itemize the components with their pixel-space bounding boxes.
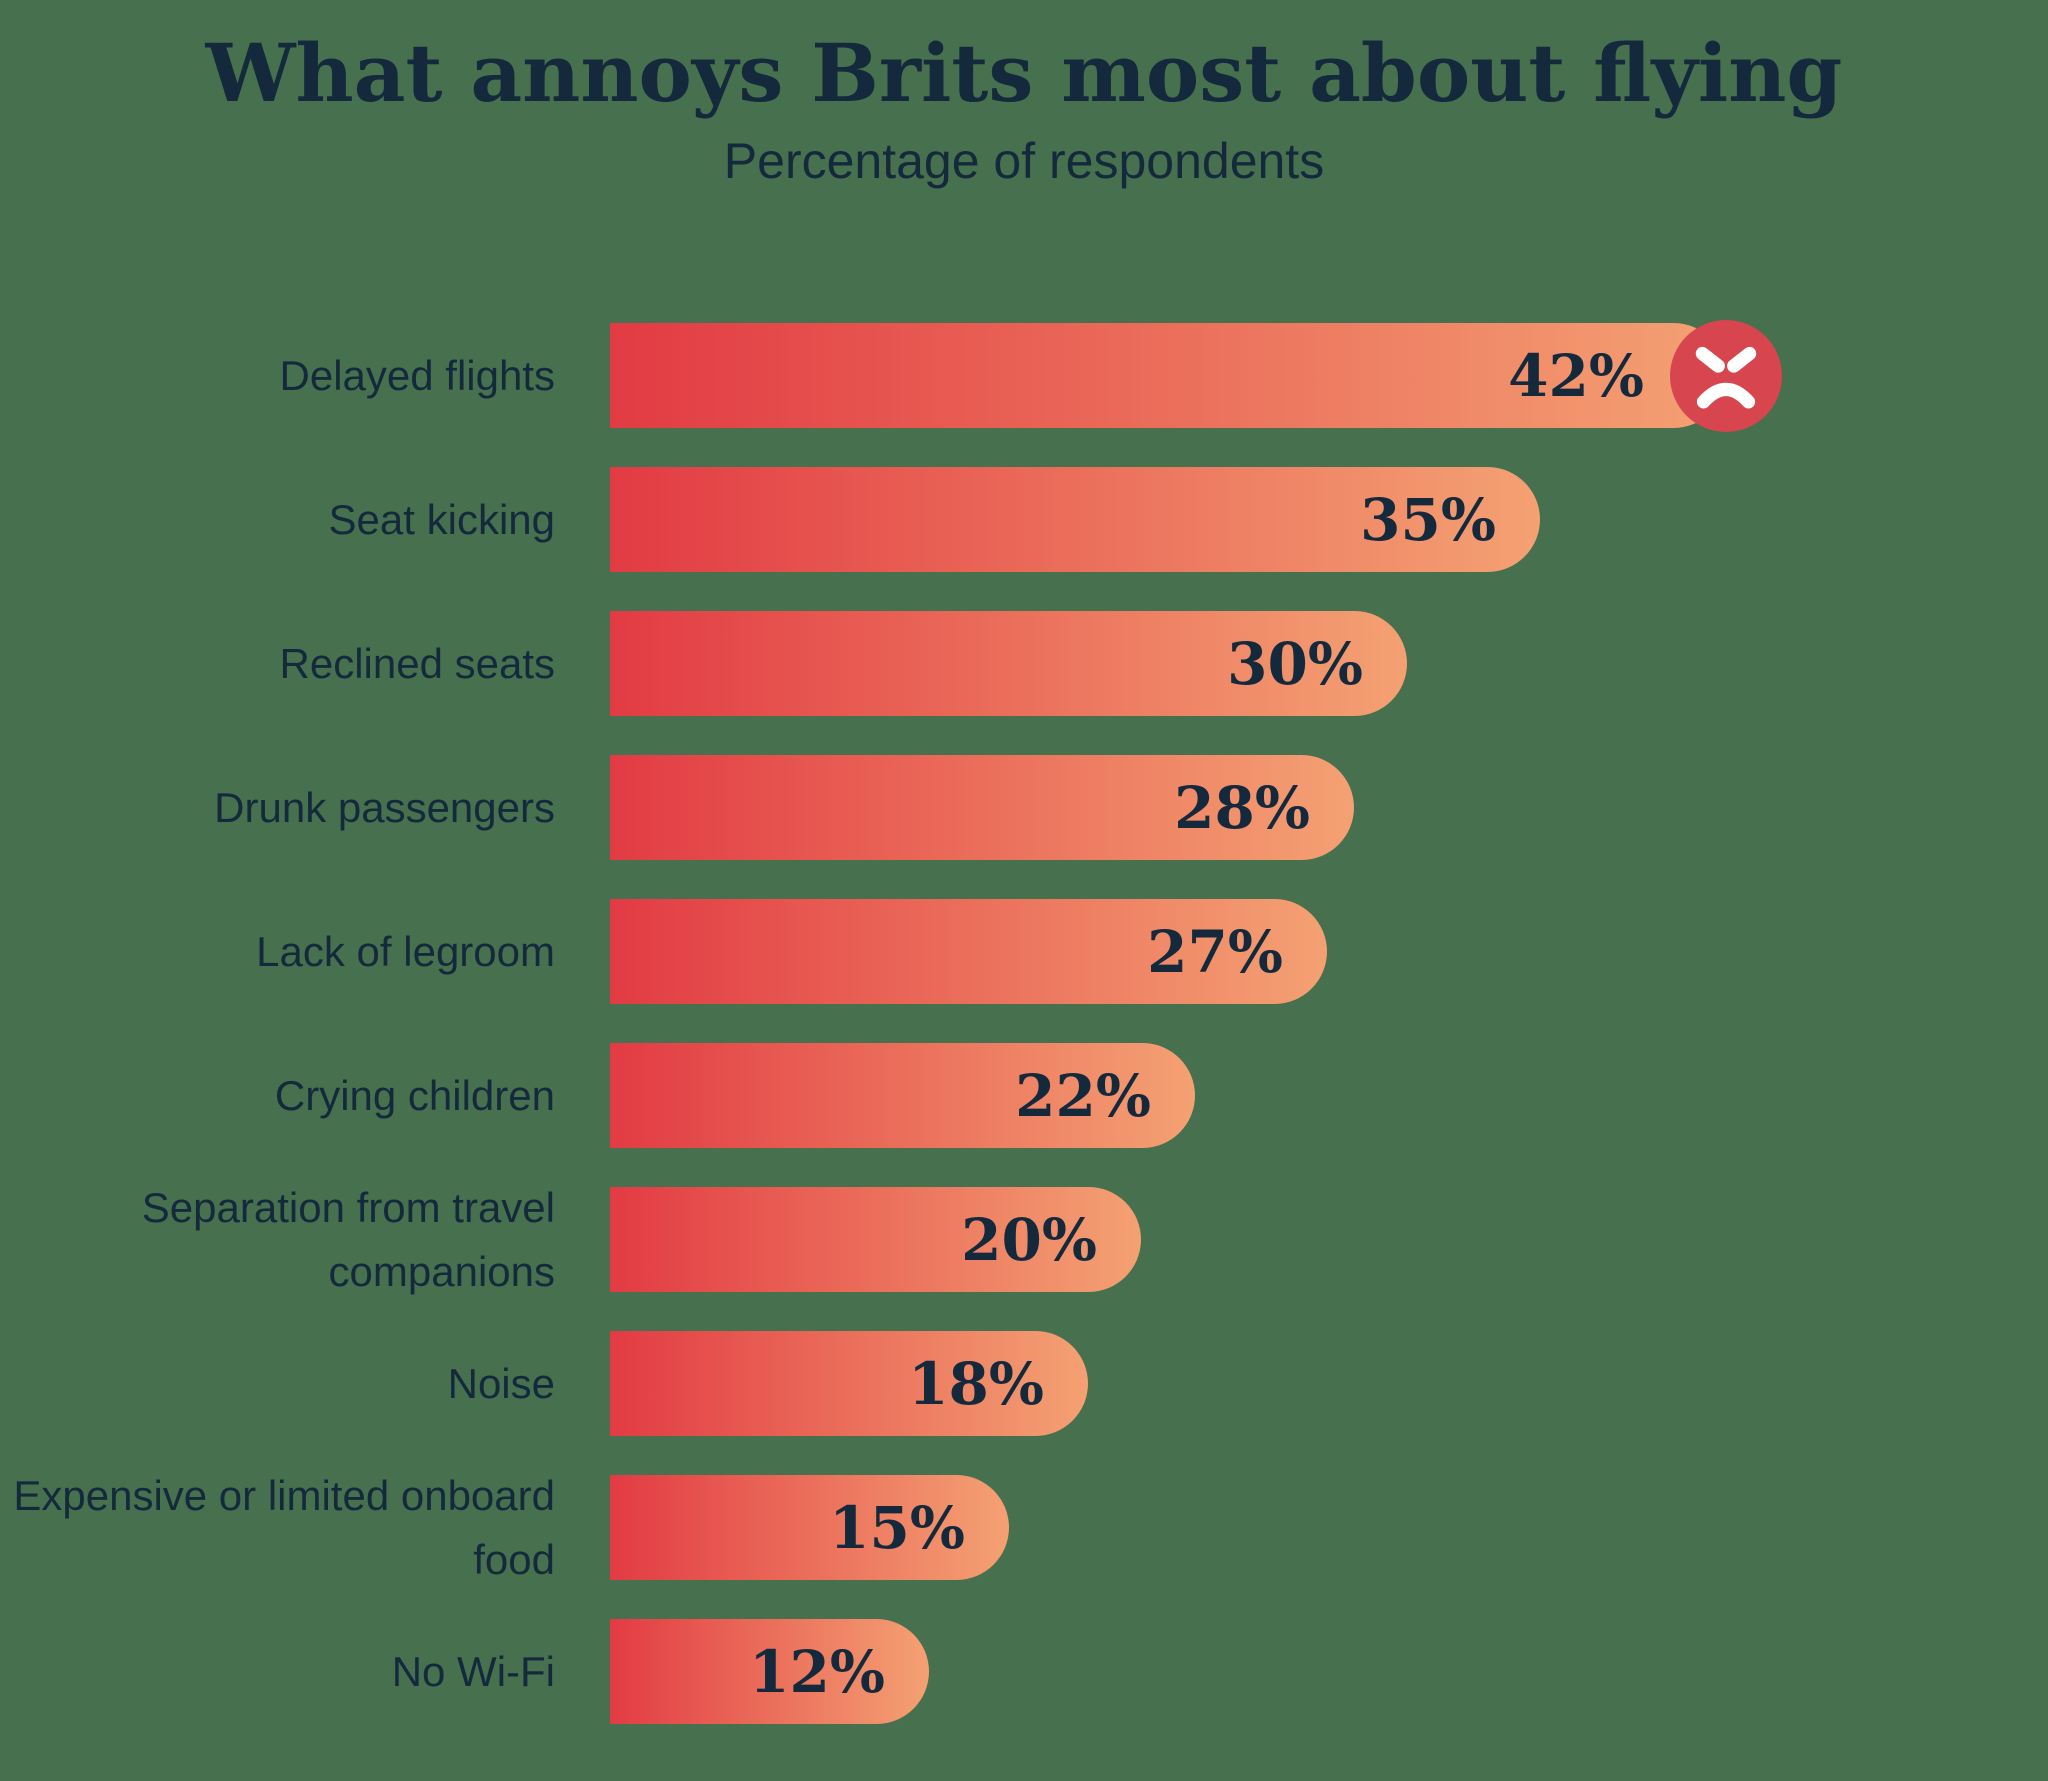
bar-row: Seat kicking 35% xyxy=(0,467,2048,572)
category-label: Separation from travel companions xyxy=(141,1183,555,1295)
value-label: 15% xyxy=(829,1493,965,1562)
angry-face-icon xyxy=(1670,319,1782,432)
category-label: Reclined seats xyxy=(279,639,555,687)
value-label: 35% xyxy=(1360,485,1496,554)
category-label: Expensive or limited onboard food xyxy=(13,1471,555,1583)
bar: 30% xyxy=(610,611,1407,716)
bar-track: 42% xyxy=(610,319,2048,432)
bar-row: Separation from travel companions 20% xyxy=(0,1184,2048,1295)
bar-track: 27% xyxy=(610,899,2048,1004)
category-label: Delayed flights xyxy=(279,351,555,399)
bar-row: Crying children 22% xyxy=(0,1043,2048,1148)
bar-row: Noise 18% xyxy=(0,1331,2048,1436)
bar-row: No Wi-Fi 12% xyxy=(0,1619,2048,1724)
angry-face-glyph xyxy=(1695,346,1757,408)
bar-chart: Delayed flights 42% Seat kicking 35% Rec… xyxy=(0,319,2048,1724)
bar-track: 28% xyxy=(610,755,2048,860)
value-label: 27% xyxy=(1147,917,1283,986)
value-label: 30% xyxy=(1227,629,1363,698)
bar: 15% xyxy=(610,1475,1009,1580)
bar-row: Reclined seats 30% xyxy=(0,611,2048,716)
bar-track: 18% xyxy=(610,1331,2048,1436)
value-label: 18% xyxy=(908,1349,1044,1418)
category-label: Lack of legroom xyxy=(256,927,555,975)
category-label: Seat kicking xyxy=(328,495,555,543)
bar-track: 20% xyxy=(610,1187,2048,1292)
value-label: 12% xyxy=(749,1637,885,1706)
category-label: No Wi-Fi xyxy=(391,1647,555,1695)
chart-container: What annoys Brits most about flying Perc… xyxy=(0,26,2048,1724)
chart-subtitle: Percentage of respondents xyxy=(723,133,1325,189)
bar-row: Drunk passengers 28% xyxy=(0,755,2048,860)
value-label: 28% xyxy=(1174,773,1310,842)
bar: 27% xyxy=(610,899,1327,1004)
value-label: 42% xyxy=(1508,341,1644,410)
bar-row: Lack of legroom 27% xyxy=(0,899,2048,1004)
category-label: Crying children xyxy=(274,1071,555,1119)
bar-row: Expensive or limited onboard food 15% xyxy=(0,1472,2048,1583)
bar: 22% xyxy=(610,1043,1195,1148)
chart-title: What annoys Brits most about flying xyxy=(205,26,1843,120)
bar: 20% xyxy=(610,1187,1141,1292)
bar: 28% xyxy=(610,755,1354,860)
bar-track: 15% xyxy=(610,1475,2048,1580)
bar: 42% xyxy=(610,319,1782,432)
value-label: 22% xyxy=(1015,1061,1151,1130)
bar-track: 22% xyxy=(610,1043,2048,1148)
bar-track: 35% xyxy=(610,467,2048,572)
bar: 18% xyxy=(610,1331,1088,1436)
bar-track: 12% xyxy=(610,1619,2048,1724)
bar-track: 30% xyxy=(610,611,2048,716)
value-label: 20% xyxy=(961,1205,1097,1274)
bar: 12% xyxy=(610,1619,929,1724)
bar-row: Delayed flights 42% xyxy=(0,319,2048,432)
category-label: Noise xyxy=(447,1359,555,1407)
category-label: Drunk passengers xyxy=(214,783,555,831)
bar: 35% xyxy=(610,467,1540,572)
